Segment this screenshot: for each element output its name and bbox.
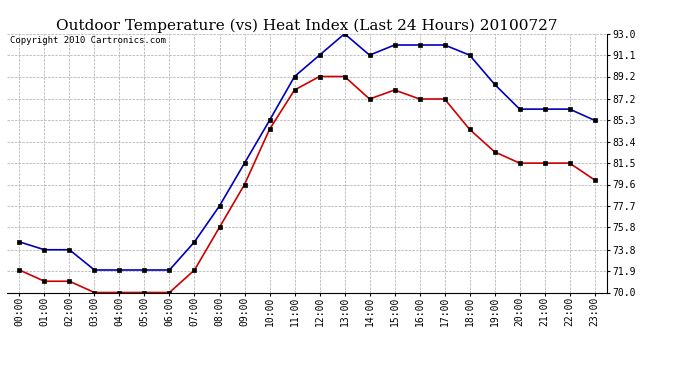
- Title: Outdoor Temperature (vs) Heat Index (Last 24 Hours) 20100727: Outdoor Temperature (vs) Heat Index (Las…: [57, 18, 558, 33]
- Text: Copyright 2010 Cartronics.com: Copyright 2010 Cartronics.com: [10, 36, 166, 45]
